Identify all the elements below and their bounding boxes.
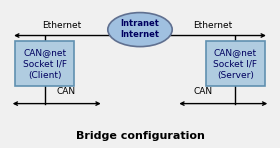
Text: CAN: CAN: [56, 87, 75, 96]
Text: Ethernet: Ethernet: [42, 21, 81, 30]
FancyBboxPatch shape: [15, 41, 74, 86]
Text: CAN: CAN: [193, 87, 213, 96]
Ellipse shape: [108, 13, 172, 47]
Text: CAN@net
Socket I/F
(Server): CAN@net Socket I/F (Server): [213, 48, 257, 80]
Text: Ethernet: Ethernet: [193, 21, 232, 30]
Text: CAN@net
Socket I/F
(Client): CAN@net Socket I/F (Client): [23, 48, 67, 80]
Text: Intranet
Internet: Intranet Internet: [120, 19, 160, 39]
FancyBboxPatch shape: [206, 41, 265, 86]
Text: Bridge configuration: Bridge configuration: [76, 131, 204, 141]
